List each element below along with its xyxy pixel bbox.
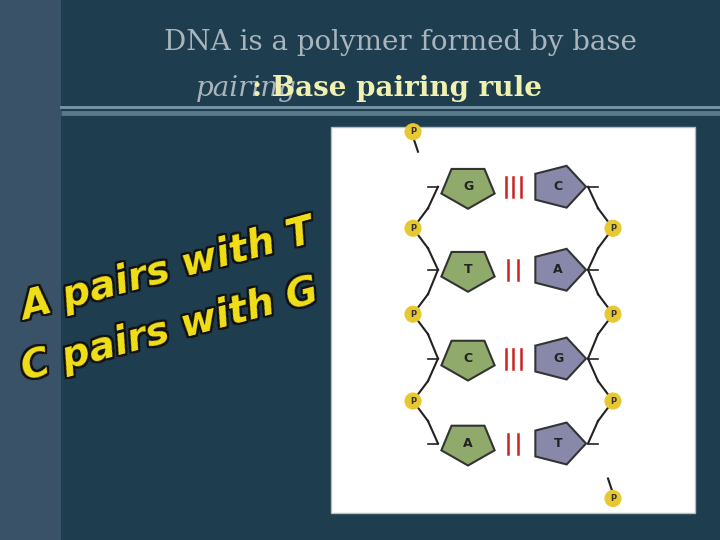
Circle shape: [405, 220, 421, 237]
Text: G: G: [463, 180, 473, 193]
Text: T: T: [554, 437, 562, 450]
Text: C pairs with G: C pairs with G: [15, 271, 320, 386]
Polygon shape: [441, 169, 495, 209]
Polygon shape: [441, 252, 495, 292]
Text: A pairs with T: A pairs with T: [15, 215, 317, 330]
Text: pairing: pairing: [196, 75, 297, 102]
Text: G: G: [553, 352, 563, 365]
Polygon shape: [536, 166, 586, 208]
Text: P: P: [610, 494, 616, 503]
Text: P: P: [610, 309, 616, 319]
Bar: [331, 127, 695, 513]
Text: C: C: [464, 352, 472, 365]
Text: A pairs with T: A pairs with T: [19, 215, 321, 330]
Text: A pairs with T: A pairs with T: [17, 213, 319, 328]
Circle shape: [405, 124, 421, 140]
Polygon shape: [536, 423, 586, 464]
Text: C: C: [554, 180, 562, 193]
Text: A: A: [553, 264, 563, 276]
Text: A pairs with T: A pairs with T: [17, 215, 319, 330]
Text: P: P: [410, 396, 416, 406]
Text: A pairs with T: A pairs with T: [19, 211, 321, 326]
Text: C pairs with G: C pairs with G: [19, 271, 325, 386]
Circle shape: [405, 306, 421, 322]
Circle shape: [605, 393, 621, 409]
Text: C pairs with G: C pairs with G: [17, 274, 323, 390]
Circle shape: [605, 220, 621, 237]
Text: A pairs with T: A pairs with T: [15, 211, 317, 326]
Text: C pairs with G: C pairs with G: [19, 272, 325, 388]
Text: P: P: [410, 127, 416, 136]
Text: P: P: [610, 396, 616, 406]
Text: DNA is a polymer formed by base: DNA is a polymer formed by base: [163, 29, 636, 56]
Text: P: P: [410, 309, 416, 319]
Circle shape: [405, 393, 421, 409]
Text: A pairs with T: A pairs with T: [17, 211, 319, 326]
Text: : Base pairing rule: : Base pairing rule: [252, 75, 542, 102]
Text: T: T: [464, 264, 472, 276]
Text: A: A: [463, 437, 473, 450]
Text: C pairs with G: C pairs with G: [17, 272, 323, 388]
Polygon shape: [441, 341, 495, 381]
Circle shape: [605, 490, 621, 507]
Polygon shape: [536, 338, 586, 380]
Circle shape: [605, 306, 621, 322]
Text: C pairs with G: C pairs with G: [17, 271, 323, 386]
Text: C pairs with G: C pairs with G: [19, 274, 325, 390]
Polygon shape: [441, 426, 495, 465]
Text: P: P: [410, 224, 416, 233]
Text: P: P: [610, 224, 616, 233]
Text: A pairs with T: A pairs with T: [15, 213, 317, 328]
Polygon shape: [536, 249, 586, 291]
Bar: [0, 0, 61, 540]
Text: C pairs with G: C pairs with G: [15, 272, 320, 388]
Text: A pairs with T: A pairs with T: [19, 213, 321, 328]
Text: C pairs with G: C pairs with G: [15, 274, 320, 390]
